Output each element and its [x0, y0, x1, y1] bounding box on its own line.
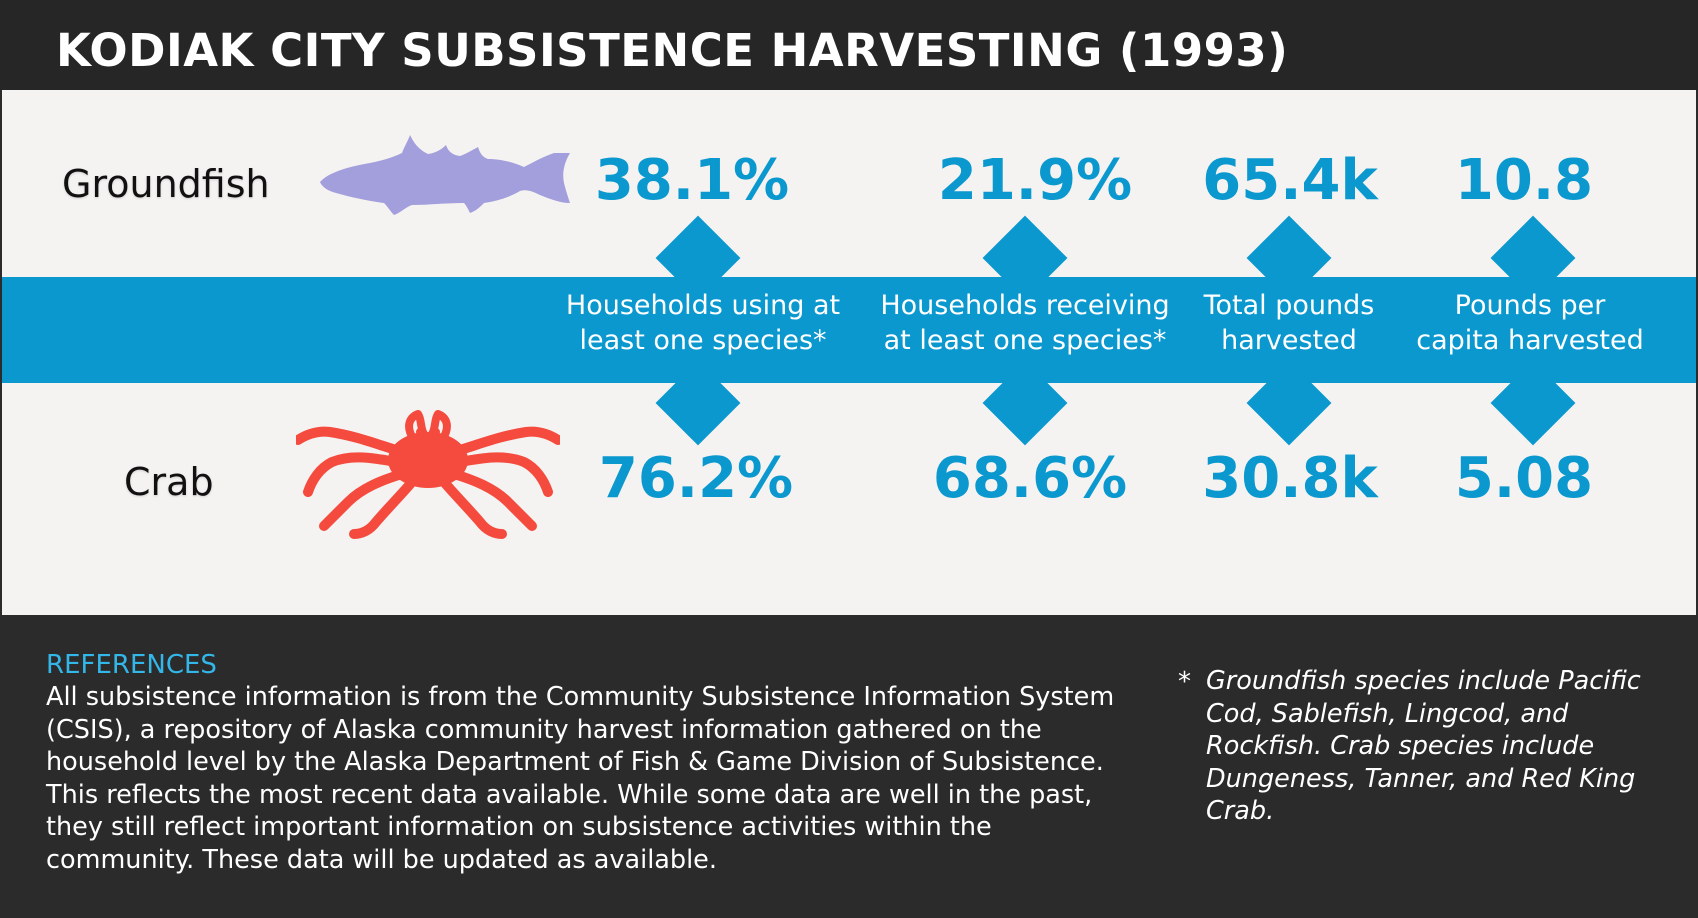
footnote-text: Groundfish species include Pacific Cod, …	[1206, 666, 1641, 826]
groundfish-households-receiving: 21.9%	[937, 148, 1133, 213]
crab-households-receiving: 68.6%	[932, 446, 1128, 511]
groundfish-pounds-per-capita: 10.8	[1454, 148, 1594, 213]
groundfish-households-using: 38.1%	[594, 148, 790, 213]
references-title: REFERENCES	[46, 650, 217, 680]
page-title: KODIAK CITY SUBSISTENCE HARVESTING (1993…	[56, 24, 1289, 77]
header: KODIAK CITY SUBSISTENCE HARVESTING (1993…	[0, 0, 1698, 90]
references-body: All subsistence information is from the …	[46, 682, 1115, 875]
metric-label-1: Households using at least one species*	[565, 290, 841, 356]
crab-icon	[296, 410, 560, 539]
metric-label-2: Households receiving at least one specie…	[880, 290, 1170, 356]
groundfish-total-pounds: 65.4k	[1202, 148, 1378, 213]
footer: REFERENCES All subsistence information i…	[0, 615, 1698, 918]
metric-band	[2, 277, 1696, 383]
metric-label-4: Pounds per capita harvested	[1416, 290, 1644, 356]
crab-households-using: 76.2%	[598, 446, 794, 511]
crab-pounds-per-capita: 5.08	[1454, 446, 1594, 511]
row-label-groundfish: Groundfish	[62, 162, 270, 206]
fish-icon	[320, 135, 570, 215]
row-label-crab: Crab	[124, 460, 214, 504]
metric-label-3: Total pounds harvested	[1203, 290, 1375, 356]
crab-total-pounds: 30.8k	[1202, 446, 1378, 511]
footnote-marker: *	[1178, 667, 1191, 697]
stats-panel: Households using at least one species* H…	[2, 90, 1696, 615]
